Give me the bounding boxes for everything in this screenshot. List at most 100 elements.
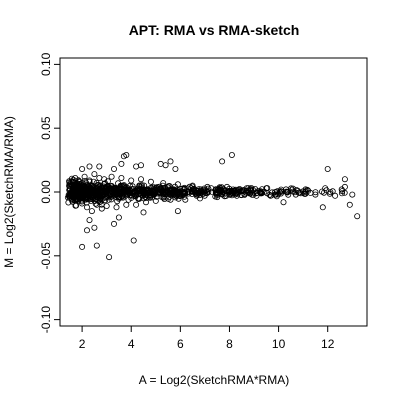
data-point: [81, 173, 88, 180]
data-point: [111, 165, 118, 172]
data-point: [174, 208, 181, 215]
data-point: [94, 190, 101, 197]
data-point: [98, 205, 105, 212]
data-point: [92, 200, 99, 207]
data-point: [354, 213, 361, 220]
data-point: [167, 196, 174, 203]
data-point: [322, 185, 329, 192]
data-point: [193, 189, 200, 196]
data-point: [129, 183, 136, 190]
y-axis-label: M = Log2(SketchRMA/RMA): [2, 116, 16, 268]
data-point: [289, 185, 296, 192]
data-points: [64, 151, 361, 261]
data-point: [273, 191, 280, 198]
data-point: [86, 163, 93, 170]
data-point: [339, 188, 346, 195]
chart-title: APT: RMA vs RMA-sketch: [129, 22, 300, 38]
data-point: [91, 224, 98, 231]
data-point: [130, 237, 137, 244]
data-point: [246, 186, 253, 193]
y-axis: -0.10 -0.05 0.00 0.05 0.10: [39, 52, 61, 333]
data-point: [89, 188, 96, 195]
data-point: [115, 214, 122, 221]
data-point: [152, 197, 159, 204]
data-point: [150, 191, 157, 198]
data-point: [65, 193, 72, 200]
data-point: [228, 151, 235, 158]
data-point: [137, 187, 144, 194]
data-point: [157, 160, 164, 167]
data-point: [105, 196, 112, 203]
data-point: [96, 163, 103, 170]
data-point: [233, 192, 240, 199]
data-point: [204, 183, 211, 190]
data-point: [101, 176, 108, 183]
data-point: [133, 191, 140, 198]
data-point: [329, 188, 336, 195]
data-point: [88, 208, 95, 215]
data-point: [136, 183, 143, 190]
data-point: [133, 201, 140, 208]
x-axis-label: A = Log2(SketchRMA*RMA): [139, 373, 289, 387]
data-point: [77, 191, 84, 198]
data-point: [71, 183, 78, 190]
data-point: [144, 186, 151, 193]
data-point: [137, 176, 144, 183]
data-point: [95, 182, 102, 189]
data-point: [230, 187, 237, 194]
data-point: [241, 190, 248, 197]
data-point: [189, 182, 196, 189]
data-point: [166, 186, 173, 193]
data-point: [128, 177, 135, 184]
data-point: [292, 191, 299, 198]
x-tick-label: 2: [79, 337, 86, 351]
data-point: [79, 200, 86, 207]
x-tick-label: 12: [321, 337, 335, 351]
data-point: [122, 192, 129, 199]
data-point: [96, 174, 103, 181]
data-point: [88, 182, 95, 189]
data-point: [137, 162, 144, 169]
data-point: [341, 176, 348, 183]
x-tick-label: 4: [128, 337, 135, 351]
data-point: [140, 192, 147, 199]
data-point: [108, 173, 115, 180]
data-point: [189, 186, 196, 193]
data-point: [66, 186, 73, 193]
data-point: [288, 186, 295, 193]
data-point: [177, 189, 184, 196]
data-point: [312, 191, 319, 198]
data-point: [74, 196, 81, 203]
data-point: [66, 178, 73, 185]
data-point: [153, 186, 160, 193]
data-point: [341, 183, 348, 190]
data-point: [318, 188, 325, 195]
data-point: [91, 171, 98, 178]
data-point: [140, 189, 147, 196]
data-point: [115, 180, 122, 187]
data-point: [147, 178, 154, 185]
data-point: [267, 192, 274, 199]
data-point: [213, 190, 220, 197]
data-point: [162, 185, 169, 192]
data-point: [133, 163, 140, 170]
data-point: [195, 186, 202, 193]
data-point: [215, 187, 222, 194]
data-point: [282, 186, 289, 193]
data-point: [100, 184, 107, 191]
data-point: [69, 192, 76, 199]
data-point: [263, 185, 270, 192]
data-point: [160, 180, 167, 187]
data-point: [261, 188, 268, 195]
data-point: [128, 192, 135, 199]
data-point: [257, 188, 264, 195]
data-point: [175, 187, 182, 194]
data-point: [113, 204, 120, 211]
x-axis: 2 4 6 8 10 12: [79, 325, 335, 351]
data-point: [346, 201, 353, 208]
data-point: [167, 158, 174, 165]
data-point: [111, 220, 118, 227]
data-point: [280, 199, 287, 206]
data-point: [273, 188, 280, 195]
data-point: [338, 190, 345, 197]
